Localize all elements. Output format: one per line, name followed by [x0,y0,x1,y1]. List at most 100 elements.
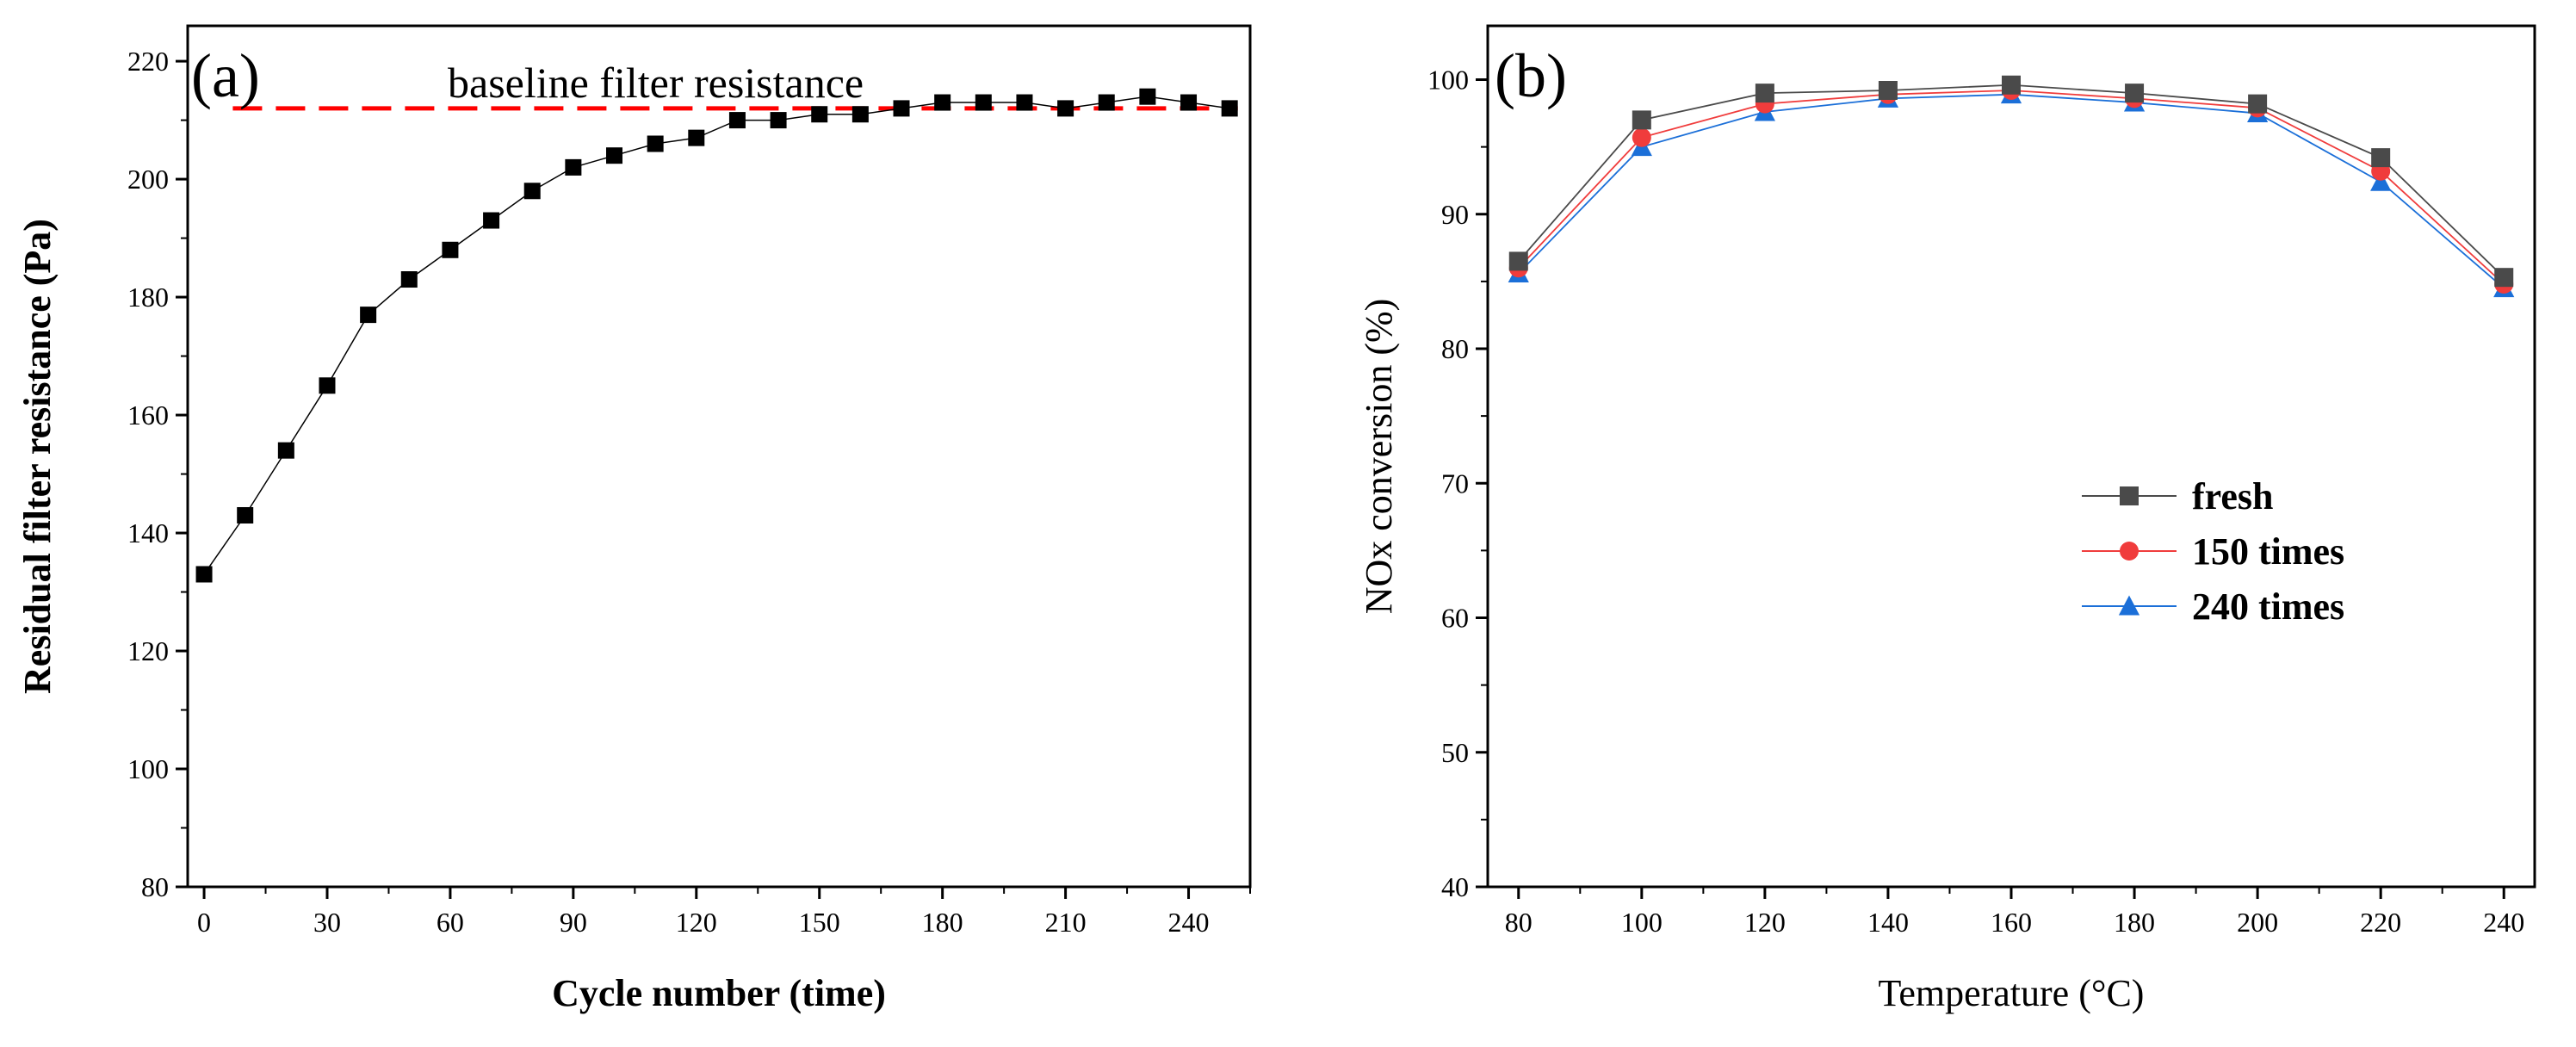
data-point [2125,84,2145,103]
data-point [606,147,623,164]
data-point [1632,110,1651,130]
panel-a-plot-area [186,24,1252,889]
panel-b: (b) Temperature (°C) NOx conversion (%) … [1358,24,2536,1014]
legend-marker [2120,486,2139,505]
legend-marker-shape [2120,486,2139,505]
data-point [975,94,992,111]
legend-label: fresh [2192,475,2274,517]
data-point [2494,268,2514,288]
x-tick-label: 30 [313,907,341,938]
data-point [1057,100,1074,117]
series-line [203,96,1230,575]
legend: fresh 150 times 240 times [2082,475,2344,628]
data-point [1180,94,1198,111]
x-tick-label: 120 [676,907,717,938]
baseline-annotation: baseline filter resistance [448,59,864,107]
series-line [1518,93,2505,289]
x-tick-label: 180 [922,907,963,938]
x-axis-title: Cycle number (time) [552,972,886,1014]
data-point [2002,75,2021,95]
x-tick-label: 140 [1867,907,1909,938]
x-tick-label: 100 [1621,907,1663,938]
data-point [360,307,377,324]
data-point [277,442,294,459]
legend-item-150-times[interactable]: 150 times [2082,530,2344,573]
legend-marker-shape [2120,542,2139,561]
y-tick-labels: 40 50 60 70 80 90 100 [1427,65,1469,903]
legend-item-fresh[interactable]: fresh [2082,475,2274,517]
data-point [565,158,582,176]
legend-item-240-times[interactable]: 240 times [2082,585,2344,628]
panel-a: (a) baseline filter resistance Cycle num… [16,24,1252,1014]
panel-b-label: (b) [1495,41,1567,110]
x-tick-label: 180 [2114,907,2155,938]
x-axis-title: Temperature (°C) [1879,972,2145,1014]
data-point [728,112,746,129]
data-point [893,100,910,117]
y-tick-label: 180 [127,282,169,313]
data-point [523,183,541,200]
x-tick-label: 220 [2360,907,2401,938]
y-axis-title: NOx conversion (%) [1358,299,1400,615]
y-tick-label: 160 [127,400,169,431]
y-tick-label: 90 [1441,199,1469,230]
y-tick-label: 100 [127,753,169,784]
data-point [442,241,459,258]
data-point [2248,94,2268,114]
data-point [1755,84,1774,103]
data-point [811,106,828,123]
x-tick-labels: 0 30 60 90 120 150 180 210 240 [197,907,1209,938]
data-point [647,135,664,152]
data-point [483,212,500,229]
y-tick-label: 40 [1441,871,1469,902]
data-point [400,271,418,288]
x-tick-label: 210 [1045,907,1087,938]
x-tick-label: 90 [560,907,587,938]
x-tick-label: 60 [437,907,464,938]
legend-marker [2118,595,2140,616]
data-point [1139,88,1156,105]
data-point [2371,148,2391,168]
x-tick-label: 160 [1991,907,2032,938]
x-tick-label: 240 [2483,907,2524,938]
data-point [237,506,254,524]
x-tick-label: 240 [1168,907,1210,938]
legend-marker-shape [2118,595,2140,616]
legend-label: 150 times [2192,530,2344,573]
x-tick-label: 0 [197,907,211,938]
y-tick-label: 200 [127,164,169,195]
data-point [1632,127,1651,147]
data-point [688,129,705,146]
data-point [770,112,787,129]
y-tick-label: 80 [141,871,169,902]
x-tick-label: 200 [2237,907,2278,938]
legend-label: 240 times [2192,585,2344,628]
data-points [1508,75,2515,298]
y-axis-title: Residual filter resistance (Pa) [16,219,59,694]
data-point [195,566,213,583]
y-tick-label: 60 [1441,603,1469,634]
panel-b-plot-area [1486,24,2536,889]
y-tick-label: 70 [1441,468,1469,499]
data-point [1508,251,1528,271]
series-line [1518,90,2505,285]
y-tick-label: 220 [127,46,169,77]
data-point [2370,170,2392,191]
x-tick-label: 120 [1744,907,1786,938]
y-tick-label: 120 [127,635,169,666]
data-point [1016,94,1033,111]
series-line [1518,84,2505,278]
data-point [934,94,951,111]
y-tick-label: 100 [1427,65,1469,96]
y-tick-labels: 80 100 120 140 160 180 200 220 [127,46,169,902]
data-point [1221,100,1238,117]
data-point [319,377,336,394]
panel-a-label: (a) [191,41,260,110]
y-tick-label: 50 [1441,737,1469,768]
x-tick-labels: 80 100 120 140 160 180 200 220 240 [1505,907,2524,938]
x-tick-label: 150 [799,907,840,938]
data-points [195,88,1238,583]
legend-marker [2120,542,2139,561]
y-tick-label: 80 [1441,333,1469,364]
